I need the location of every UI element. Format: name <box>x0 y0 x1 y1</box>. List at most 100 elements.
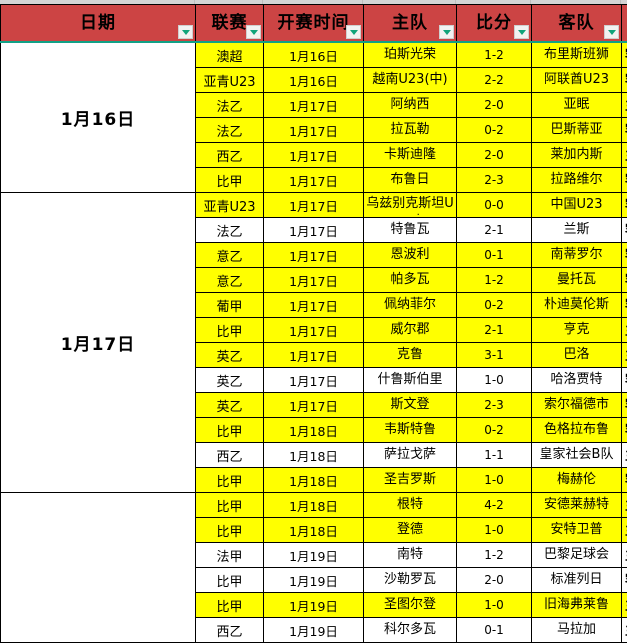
cell-score[interactable]: 2-0 <box>457 93 532 118</box>
cell-home-team[interactable]: 阿纳西 <box>364 93 457 118</box>
cell-score[interactable]: 1-0 <box>457 368 532 393</box>
cell-home-team[interactable]: 沙勒罗瓦 <box>364 568 457 593</box>
cell-home-team[interactable]: 什鲁斯伯里 <box>364 368 457 393</box>
cell-kickoff[interactable]: 1月17日 <box>264 393 364 418</box>
cell-league[interactable]: 比甲 <box>196 518 264 543</box>
cell-direction[interactable]: 客+0.25 <box>622 268 627 293</box>
cell-home-team[interactable]: 拉瓦勒 <box>364 118 457 143</box>
cell-score[interactable]: 1-2 <box>457 42 532 68</box>
cell-score[interactable]: 1-1 <box>457 443 532 468</box>
cell-home-team[interactable]: 韦斯特鲁 <box>364 418 457 443</box>
cell-home-team[interactable]: 克鲁 <box>364 343 457 368</box>
cell-direction[interactable]: 主+0.5 <box>622 318 627 343</box>
cell-score[interactable]: 2-2 <box>457 68 532 93</box>
cell-league[interactable]: 亚青U23 <box>196 68 264 93</box>
cell-away-team[interactable]: 朴迪莫伦斯 <box>532 293 622 318</box>
cell-kickoff[interactable]: 1月18日 <box>264 468 364 493</box>
cell-league[interactable]: 比甲 <box>196 418 264 443</box>
cell-kickoff[interactable]: 1月18日 <box>264 443 364 468</box>
cell-kickoff[interactable]: 1月17日 <box>264 293 364 318</box>
cell-home-team[interactable]: 圣吉罗斯 <box>364 468 457 493</box>
cell-away-team[interactable]: 巴洛 <box>532 343 622 368</box>
cell-score[interactable]: 0-0 <box>457 193 532 218</box>
cell-direction[interactable]: 主-0.5 <box>622 343 627 368</box>
cell-home-team[interactable]: 威尔郡 <box>364 318 457 343</box>
cell-score[interactable]: 2-3 <box>457 393 532 418</box>
cell-score[interactable]: 1-0 <box>457 518 532 543</box>
cell-away-team[interactable]: 皇家社会B队 <box>532 443 622 468</box>
cell-league[interactable]: 法甲 <box>196 543 264 568</box>
cell-away-team[interactable]: 巴斯蒂亚 <box>532 118 622 143</box>
date-group-cell[interactable]: 1月17日 <box>1 193 196 493</box>
cell-home-team[interactable]: 圣图尔登 <box>364 593 457 618</box>
cell-away-team[interactable]: 旧海弗莱鲁 <box>532 593 622 618</box>
table-row[interactable]: 1月17日亚青U231月17日乌兹别克斯坦U23(中)0-0中国U23客+0.5… <box>1 193 627 218</box>
cell-kickoff[interactable]: 1月17日 <box>264 218 364 243</box>
cell-direction[interactable]: 主+0.25 <box>622 493 627 518</box>
cell-direction[interactable]: 客+0.25 <box>622 42 627 68</box>
cell-away-team[interactable]: 拉路维尔 <box>532 168 622 193</box>
cell-direction[interactable]: 客+0.25 <box>622 118 627 143</box>
cell-away-team[interactable]: 哈洛贾特 <box>532 368 622 393</box>
cell-home-team[interactable]: 布鲁日 <box>364 168 457 193</box>
cell-score[interactable]: 1-0 <box>457 468 532 493</box>
cell-league[interactable]: 法乙 <box>196 93 264 118</box>
cell-kickoff[interactable]: 1月17日 <box>264 318 364 343</box>
cell-kickoff[interactable]: 1月17日 <box>264 243 364 268</box>
cell-home-team[interactable]: 登德 <box>364 518 457 543</box>
cell-home-team[interactable]: 特鲁瓦 <box>364 218 457 243</box>
cell-direction[interactable]: 客+0.25 <box>622 418 627 443</box>
cell-league[interactable]: 法乙 <box>196 118 264 143</box>
cell-kickoff[interactable]: 1月17日 <box>264 168 364 193</box>
cell-score[interactable]: 1-0 <box>457 593 532 618</box>
cell-kickoff[interactable]: 1月17日 <box>264 268 364 293</box>
cell-league[interactable]: 比甲 <box>196 493 264 518</box>
filter-dropdown-icon[interactable] <box>246 25 261 39</box>
cell-kickoff[interactable]: 1月17日 <box>264 118 364 143</box>
cell-away-team[interactable]: 安特卫普 <box>532 518 622 543</box>
cell-away-team[interactable]: 阿联酋U23 <box>532 68 622 93</box>
cell-kickoff[interactable]: 1月18日 <box>264 493 364 518</box>
cell-direction[interactable]: 主-0.75 <box>622 93 627 118</box>
cell-home-team[interactable]: 科尔多瓦 <box>364 618 457 643</box>
cell-score[interactable]: 1-2 <box>457 543 532 568</box>
cell-direction[interactable]: 主-0.5 <box>622 618 627 643</box>
cell-score[interactable]: 0-1 <box>457 618 532 643</box>
cell-kickoff[interactable]: 1月19日 <box>264 568 364 593</box>
cell-league[interactable]: 西乙 <box>196 618 264 643</box>
column-header-score[interactable]: 比分 <box>457 5 532 43</box>
cell-home-team[interactable]: 佩纳菲尔 <box>364 293 457 318</box>
cell-kickoff[interactable]: 1月18日 <box>264 518 364 543</box>
cell-away-team[interactable]: 索尔福德市 <box>532 393 622 418</box>
cell-score[interactable]: 1-2 <box>457 268 532 293</box>
cell-home-team[interactable]: 珀斯光荣 <box>364 42 457 68</box>
cell-away-team[interactable]: 曼托瓦 <box>532 268 622 293</box>
cell-away-team[interactable]: 巴黎足球会 <box>532 543 622 568</box>
filter-dropdown-icon[interactable] <box>178 25 193 39</box>
cell-away-team[interactable]: 亚眠 <box>532 93 622 118</box>
cell-league[interactable]: 比甲 <box>196 168 264 193</box>
cell-home-team[interactable]: 斯文登 <box>364 393 457 418</box>
cell-away-team[interactable]: 色格拉布鲁 <box>532 418 622 443</box>
date-group-cell[interactable] <box>1 493 196 643</box>
cell-kickoff[interactable]: 1月17日 <box>264 93 364 118</box>
cell-league[interactable]: 意乙 <box>196 268 264 293</box>
cell-score[interactable]: 2-3 <box>457 168 532 193</box>
cell-league[interactable]: 意乙 <box>196 243 264 268</box>
column-header-away[interactable]: 客队 <box>532 5 622 43</box>
cell-score[interactable]: 2-0 <box>457 143 532 168</box>
cell-league[interactable]: 西乙 <box>196 143 264 168</box>
cell-away-team[interactable]: 布里斯班狮 <box>532 42 622 68</box>
column-header-date[interactable]: 日期 <box>1 5 196 43</box>
cell-away-team[interactable]: 安德莱赫特 <box>532 493 622 518</box>
cell-league[interactable]: 比甲 <box>196 318 264 343</box>
cell-score[interactable]: 0-1 <box>457 243 532 268</box>
date-group-cell[interactable]: 1月16日 <box>1 42 196 193</box>
cell-away-team[interactable]: 亨克 <box>532 318 622 343</box>
cell-home-team[interactable]: 卡斯迪隆 <box>364 143 457 168</box>
cell-home-team[interactable]: 乌兹别克斯坦U23(中) <box>364 193 457 218</box>
cell-direction[interactable]: 客+0.25 <box>622 218 627 243</box>
cell-direction[interactable]: 主-0.75 <box>622 593 627 618</box>
